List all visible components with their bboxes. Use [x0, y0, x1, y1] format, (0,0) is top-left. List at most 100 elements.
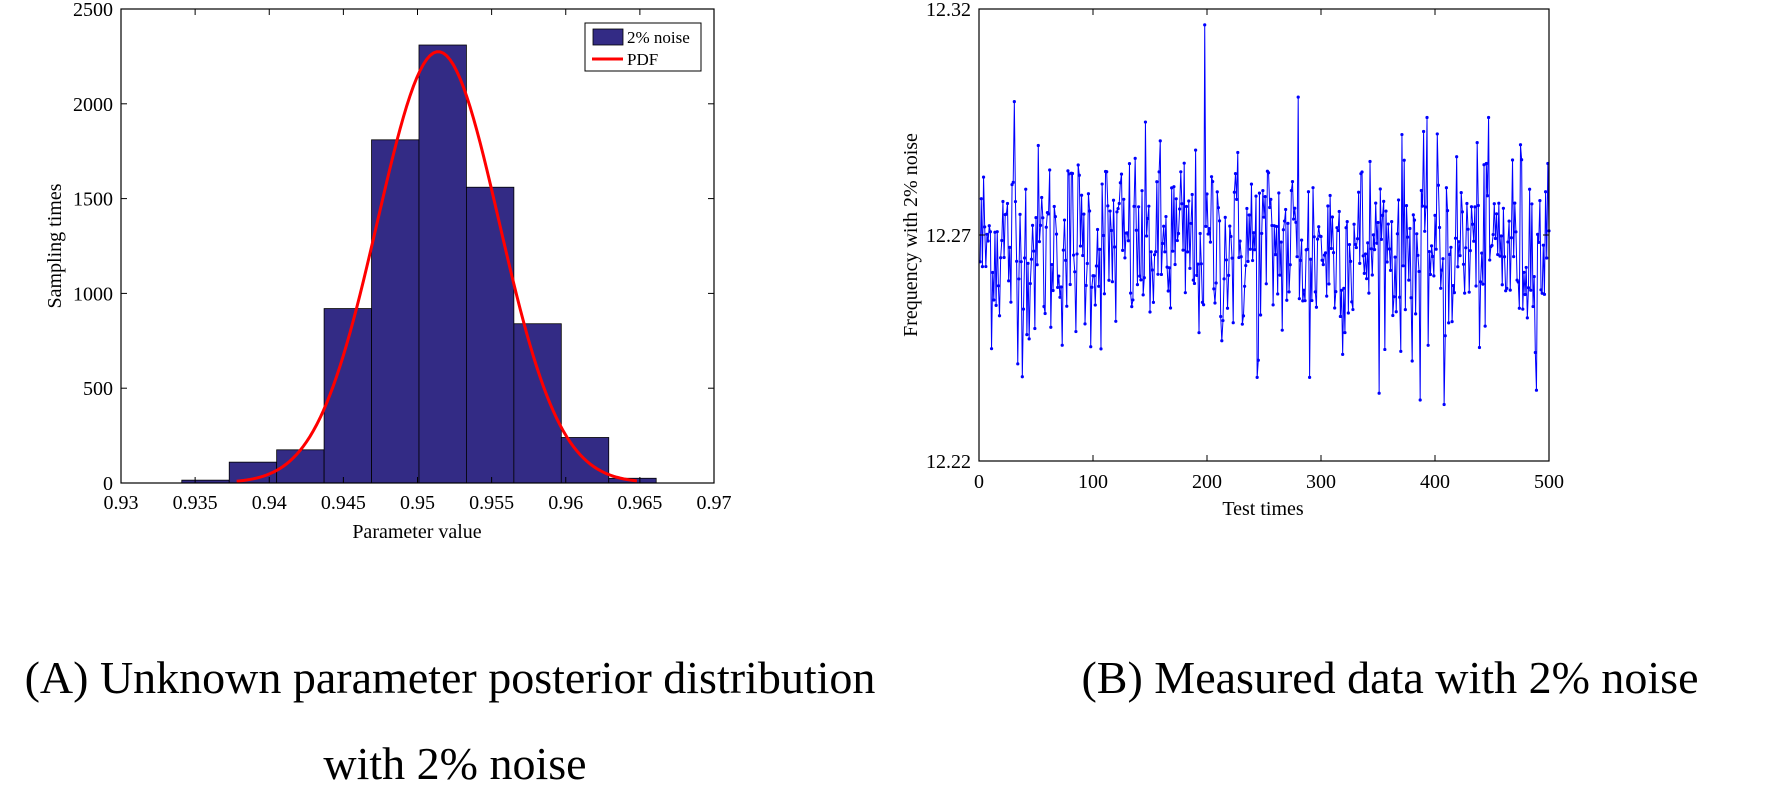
data-point: [1195, 273, 1199, 277]
data-point: [996, 284, 1000, 288]
data-point: [1394, 310, 1398, 314]
data-point: [1296, 95, 1300, 99]
data-point: [1271, 303, 1275, 307]
data-point: [1008, 245, 1012, 249]
data-point: [1543, 190, 1548, 194]
data-point: [1334, 289, 1338, 294]
data-point: [1254, 194, 1258, 198]
data-point: [1353, 242, 1357, 247]
data-point: [1099, 347, 1103, 351]
data-point: [1043, 311, 1047, 316]
data-point: [1485, 194, 1490, 198]
data-point: [1125, 231, 1129, 235]
data-point: [1139, 278, 1143, 282]
data-point: [1370, 273, 1374, 277]
data-point: [1384, 209, 1388, 213]
data-point: [1101, 233, 1105, 238]
data-point: [1098, 247, 1102, 251]
data-point: [1263, 194, 1267, 199]
data-point: [1541, 243, 1545, 247]
data-point: [1508, 288, 1512, 292]
data-point: [1236, 150, 1240, 155]
data-point: [1219, 314, 1223, 319]
data-point: [1076, 163, 1080, 167]
data-point: [1196, 262, 1200, 266]
legend-label-pdf: PDF: [627, 50, 658, 69]
data-point: [1501, 206, 1505, 210]
data-point: [1172, 185, 1176, 189]
data-point: [1019, 260, 1023, 264]
data-point: [1400, 132, 1404, 137]
x-tick-label: 0.95: [400, 492, 435, 514]
data-point: [1468, 249, 1472, 253]
x-tick-label: 0.96: [548, 492, 583, 514]
data-point: [1095, 227, 1100, 232]
data-point: [1004, 212, 1008, 216]
data-point: [1433, 213, 1437, 217]
data-point: [1245, 206, 1249, 211]
data-point: [1080, 193, 1084, 197]
data-point: [1186, 250, 1190, 254]
data-point: [1159, 272, 1163, 277]
data-point: [1240, 322, 1244, 326]
data-point: [1484, 161, 1488, 166]
data-point: [1410, 359, 1414, 363]
data-point: [1494, 212, 1499, 216]
data-point: [994, 303, 998, 307]
pdf-curve: [236, 50, 638, 483]
data-point: [1114, 319, 1118, 323]
data-point: [1499, 234, 1503, 238]
data-point: [1184, 204, 1189, 209]
data-point: [1493, 236, 1498, 241]
data-point: [1415, 232, 1419, 236]
data-point: [1061, 248, 1065, 252]
data-point: [1391, 313, 1395, 318]
data-point: [1317, 225, 1321, 229]
data-point: [1443, 334, 1447, 338]
data-point: [1372, 248, 1377, 252]
data-point: [1498, 254, 1502, 258]
data-point: [1238, 239, 1242, 243]
data-point: [1093, 303, 1097, 307]
data-point: [1064, 258, 1068, 263]
data-point: [1015, 259, 1019, 263]
data-point: [1086, 192, 1091, 196]
data-point: [1419, 188, 1423, 193]
data-point: [1490, 243, 1494, 248]
data-point: [1092, 274, 1096, 278]
data-point: [1162, 224, 1166, 228]
x-tick-label: 0.93: [104, 492, 139, 514]
data-point: [1223, 215, 1227, 219]
x-tick-label: 0.94: [252, 492, 287, 514]
data-point: [1005, 201, 1010, 206]
data-point: [985, 232, 989, 236]
data-point: [1178, 207, 1182, 211]
data-point: [1173, 262, 1177, 267]
data-point: [1166, 289, 1170, 293]
histogram-xlabel: Parameter value: [352, 521, 481, 543]
data-point: [1133, 156, 1137, 160]
data-point: [1351, 307, 1355, 312]
data-point: [1084, 283, 1088, 288]
data-point: [1111, 198, 1116, 202]
data-point: [1058, 295, 1062, 299]
data-point: [1522, 270, 1526, 274]
data-point: [1094, 264, 1099, 268]
data-point: [1386, 222, 1390, 226]
data-point: [1366, 241, 1370, 245]
data-point: [1239, 255, 1243, 259]
data-point: [1466, 227, 1470, 231]
data-point: [1021, 307, 1026, 311]
histogram-ylabel: Sampling times: [44, 183, 66, 308]
data-point: [1262, 215, 1266, 219]
data-point: [1368, 159, 1372, 164]
data-point: [1168, 306, 1173, 310]
data-point: [1110, 280, 1114, 284]
data-point: [1319, 234, 1323, 239]
data-point: [1323, 251, 1328, 255]
data-point: [1395, 232, 1399, 236]
data-point: [1457, 240, 1461, 244]
data-point: [1141, 293, 1145, 297]
data-point: [1228, 224, 1232, 228]
data-point: [1135, 283, 1140, 287]
